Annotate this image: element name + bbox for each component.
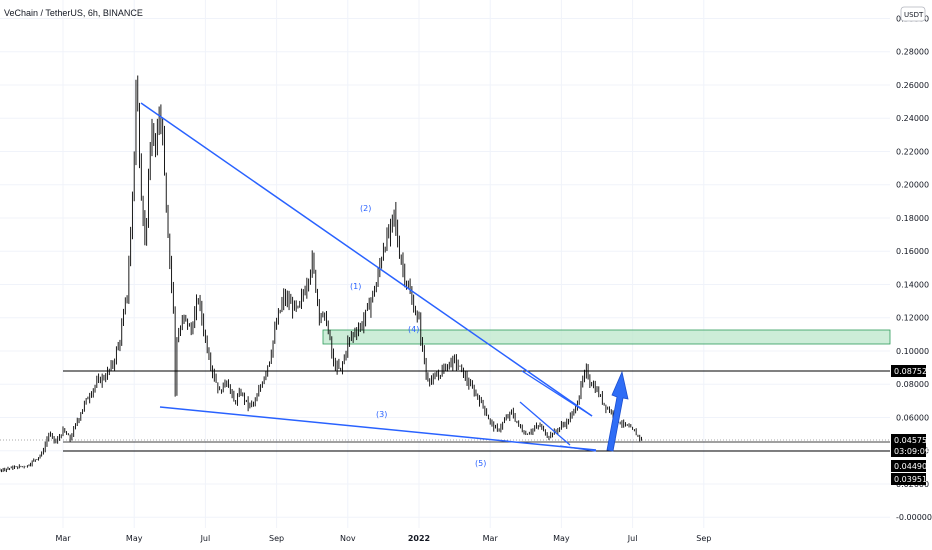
wave-label-4: (4): [408, 325, 419, 334]
time-axis: Mar May Jul Sep Nov 2022 Mar May Jul Sep: [55, 534, 711, 543]
symbol-title: VeChain / TetherUS, 6h, BINANCE: [4, 8, 143, 18]
wedge-base: [559, 445, 597, 452]
svg-text:0.03951: 0.03951: [894, 475, 927, 484]
svg-text:0.04490: 0.04490: [894, 462, 927, 471]
y-tick-label: -0.00000: [896, 513, 932, 522]
y-tick-label: 0.22000: [896, 147, 929, 156]
resistance-zone: [322, 329, 891, 345]
y-tick-label: 0.20000: [896, 181, 929, 190]
price-tag-0.08752: 0.08752: [891, 365, 927, 377]
trendlines: [140, 102, 629, 452]
breakout-arrow-icon: [606, 370, 629, 452]
svg-text:0.08752: 0.08752: [894, 367, 927, 376]
x-tick-label: Nov: [340, 534, 356, 543]
chart-title: VeChain / TetherUS, 6h, BINANCE: [4, 8, 143, 18]
horizontal-levels: [0, 370, 890, 452]
x-tick-label: Jul: [200, 534, 211, 543]
x-tick-label: Mar: [483, 534, 499, 543]
x-tick-label: Sep: [696, 534, 711, 543]
svg-text:03:09:09: 03:09:09: [894, 447, 930, 456]
countdown-tag: 03:09:09: [891, 446, 930, 457]
x-tick-label: Jul: [627, 534, 638, 543]
svg-text:0.04575: 0.04575: [894, 436, 927, 445]
y-tick-label: 0.14000: [896, 280, 929, 289]
price-tag-0.04575: 0.04575: [891, 434, 927, 446]
upper-trendline: [140, 102, 593, 417]
x-tick-label: 2022: [408, 534, 430, 543]
x-tick-label: Sep: [269, 534, 284, 543]
price-series: [0, 75, 642, 473]
y-tick-label: 0.12000: [896, 314, 929, 323]
x-tick-label: Mar: [55, 534, 71, 543]
x-tick-label: May: [553, 534, 570, 543]
price-tag-0.03951: 0.03951: [891, 473, 927, 485]
y-tick-label: 0.28000: [896, 48, 929, 57]
y-tick-label: 0.24000: [896, 114, 929, 123]
wave-label-2: (2): [360, 204, 371, 213]
wave-labels: (1) (2) (3) (4) (5): [350, 204, 486, 468]
price-tags: 0.08752 0.04575 03:09:09 0.04490 0.03951: [891, 365, 930, 485]
wave-label-1: (1): [350, 282, 361, 291]
wedge-upper: [521, 370, 593, 417]
lower-trendline: [159, 406, 597, 451]
y-tick-label: 0.10000: [896, 347, 929, 356]
y-tick-label: 0.16000: [896, 247, 929, 256]
wedge-lower: [519, 401, 571, 446]
x-tick-label: May: [126, 534, 143, 543]
usdt-currency-button[interactable]: USDT: [900, 6, 926, 22]
y-tick-label: 0.06000: [896, 413, 929, 422]
svg-text:USDT: USDT: [904, 11, 924, 19]
price-tag-0.04490: 0.04490: [891, 460, 927, 472]
wave-label-3: (3): [376, 410, 387, 419]
wave-label-5: (5): [475, 459, 486, 468]
y-tick-label: 0.08000: [896, 380, 929, 389]
grid-layer: [0, 0, 890, 528]
y-tick-label: 0.18000: [896, 214, 929, 223]
y-tick-label: 0.26000: [896, 81, 929, 90]
